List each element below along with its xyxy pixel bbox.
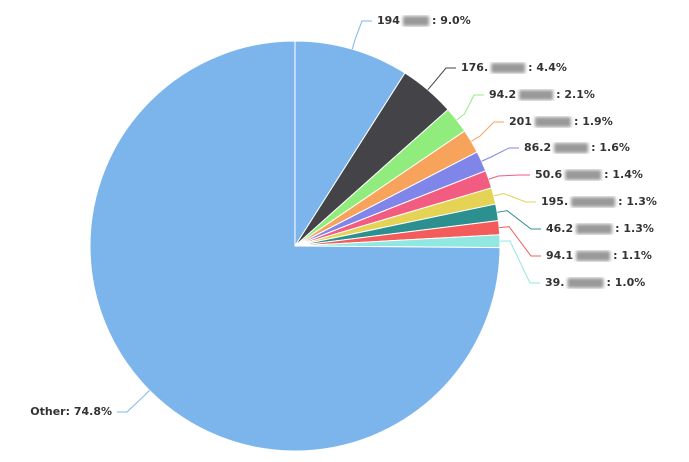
label-separator: : (615, 222, 623, 235)
data-label: 194: 9.0% (377, 14, 471, 27)
connector (493, 192, 536, 203)
redaction (565, 170, 602, 180)
label-value: 4.4% (536, 61, 567, 74)
label-value: 1.4% (612, 168, 643, 181)
redaction (571, 197, 616, 207)
data-label: 46.2: 1.3% (546, 222, 654, 235)
label-name: Other (30, 405, 66, 418)
data-label: 201: 1.9% (509, 115, 613, 128)
data-label: 195.: 1.3% (541, 195, 657, 208)
label-name: 50.6 (535, 168, 562, 181)
connector (427, 67, 456, 91)
data-label: Other: 74.8% (30, 405, 112, 418)
label-separator: : (432, 14, 440, 27)
connector (497, 210, 541, 230)
data-label: 94.2: 2.1% (489, 88, 595, 101)
data-label: 94.1: 1.1% (546, 249, 652, 262)
redaction (567, 278, 604, 288)
label-value: 1.6% (599, 141, 630, 154)
label-value: 1.0% (615, 276, 646, 289)
pie-slice (89, 40, 501, 452)
data-label: 86.2: 1.6% (524, 141, 630, 154)
label-value: 1.1% (621, 249, 652, 262)
data-label: 50.6: 1.4% (535, 168, 643, 181)
connector (499, 240, 540, 284)
connector (499, 226, 541, 257)
redaction (576, 251, 611, 261)
redaction (519, 90, 554, 100)
connector (488, 174, 530, 180)
label-separator: : (604, 168, 612, 181)
label-value: 2.1% (564, 88, 595, 101)
redaction (402, 16, 429, 26)
label-name: 176. (461, 61, 488, 74)
label-value: 9.0% (440, 14, 471, 27)
connector (117, 390, 150, 413)
label-separator: : (591, 141, 599, 154)
label-name: 201 (509, 115, 532, 128)
data-label: 39.: 1.0% (545, 276, 645, 289)
label-name: 39. (545, 276, 565, 289)
connector (470, 121, 504, 142)
label-separator: : (618, 195, 626, 208)
label-name: 94.2 (489, 88, 516, 101)
label-name: 194 (377, 14, 400, 27)
label-name: 195. (541, 195, 568, 208)
redaction (491, 63, 526, 73)
label-name: 46.2 (546, 222, 573, 235)
label-separator: : (556, 88, 564, 101)
label-separator: : (574, 115, 582, 128)
connector (456, 94, 484, 121)
label-name: 86.2 (524, 141, 551, 154)
label-value: 1.9% (582, 115, 613, 128)
label-separator: : (613, 249, 621, 262)
connector (481, 147, 519, 162)
label-separator: : (66, 405, 74, 418)
redaction (534, 117, 571, 127)
label-separator: : (607, 276, 615, 289)
label-value: 74.8% (74, 405, 112, 418)
redaction (576, 224, 613, 234)
label-separator: : (528, 61, 536, 74)
label-name: 94.1 (546, 249, 573, 262)
connector (351, 20, 372, 50)
data-label: 176.: 4.4% (461, 61, 567, 74)
label-value: 1.3% (626, 195, 657, 208)
pie-slice (294, 40, 406, 248)
redaction (554, 143, 589, 153)
label-value: 1.3% (623, 222, 654, 235)
